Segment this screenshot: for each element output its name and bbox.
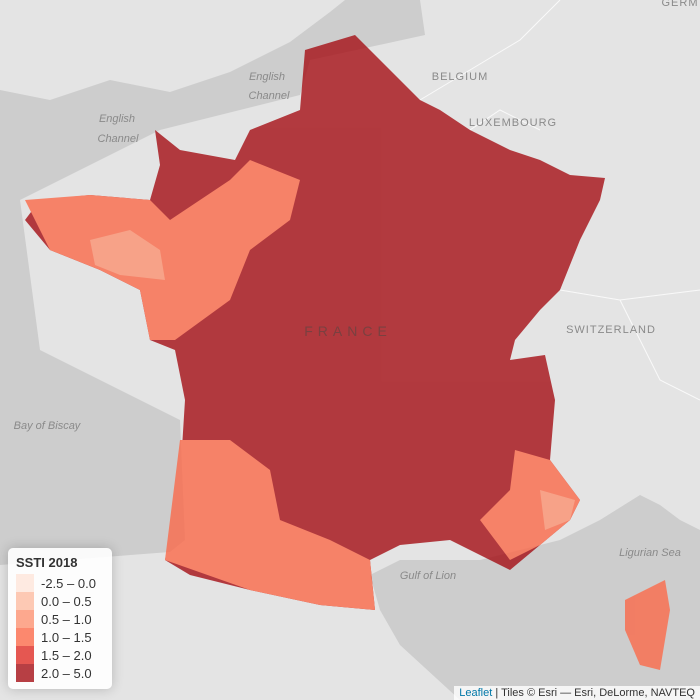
legend-label: 0.5 – 1.0 bbox=[41, 611, 92, 627]
country-label: GERM bbox=[662, 0, 699, 9]
legend-title: SSTI 2018 bbox=[16, 555, 78, 570]
legend-label: 2.0 – 5.0 bbox=[41, 665, 92, 681]
border bbox=[559, 289, 700, 301]
border bbox=[419, 0, 561, 101]
legend-swatch bbox=[16, 646, 34, 664]
legend-item: -2.5 – 0.0 bbox=[16, 574, 104, 592]
legend-item: 1.0 – 1.5 bbox=[16, 628, 104, 646]
border bbox=[469, 109, 541, 131]
legend-swatch bbox=[16, 664, 34, 682]
place-labels: GERM English Channel BELGIUM English Cha… bbox=[14, 0, 699, 582]
country-label: LUXEMBOURG bbox=[469, 117, 557, 129]
legend-label: 1.5 – 2.0 bbox=[41, 647, 92, 663]
borders bbox=[419, 0, 700, 401]
legend-items: -2.5 – 0.0 0.0 – 0.5 0.5 – 1.0 1.0 – 1.5 1.5… bbox=[16, 574, 104, 682]
border bbox=[619, 299, 700, 401]
choropleth bbox=[25, 35, 670, 670]
sea-label: English bbox=[99, 113, 135, 125]
sea-label: Ligurian Sea bbox=[619, 547, 681, 559]
legend: SSTI 2018 -2.5 – 0.0 0.0 – 0.5 0.5 – 1.0 1.… bbox=[8, 548, 112, 689]
sea-label: Gulf of Lion bbox=[400, 570, 456, 582]
region bbox=[480, 450, 580, 560]
region bbox=[540, 490, 575, 530]
region bbox=[25, 160, 300, 340]
legend-label: 1.0 – 1.5 bbox=[41, 629, 92, 645]
italy bbox=[640, 460, 700, 530]
legend-swatch bbox=[16, 610, 34, 628]
sea-label: Channel bbox=[98, 133, 140, 145]
attribution-text: | Tiles © Esri — Esri, DeLorme, NAVTEQ bbox=[495, 687, 695, 699]
sea-label: English bbox=[249, 71, 285, 83]
legend-label: -2.5 – 0.0 bbox=[41, 575, 96, 591]
country-label: SWITZERLAND bbox=[566, 324, 656, 336]
region bbox=[90, 230, 165, 280]
attribution: Leaflet | Tiles © Esri — Esri, DeLorme, … bbox=[454, 686, 700, 700]
leaflet-link[interactable]: Leaflet bbox=[459, 687, 493, 699]
legend-swatch bbox=[16, 574, 34, 592]
legend-item: 0.5 – 1.0 bbox=[16, 610, 104, 628]
region bbox=[625, 580, 670, 670]
sea-label: Bay of Biscay bbox=[14, 420, 82, 432]
mediterranean bbox=[370, 470, 700, 700]
legend-swatch bbox=[16, 628, 34, 646]
legend-item: 0.0 – 0.5 bbox=[16, 592, 104, 610]
region bbox=[165, 440, 375, 610]
legend-label: 0.0 – 0.5 bbox=[41, 593, 92, 609]
region bbox=[25, 35, 605, 610]
atlantic bbox=[0, 0, 425, 565]
legend-item: 1.5 – 2.0 bbox=[16, 646, 104, 664]
sea-label: Channel bbox=[249, 90, 291, 102]
country-label: BELGIUM bbox=[432, 71, 489, 83]
legend-swatch bbox=[16, 592, 34, 610]
legend-item: 2.0 – 5.0 bbox=[16, 664, 104, 682]
country-label: FRANCE bbox=[304, 323, 392, 339]
